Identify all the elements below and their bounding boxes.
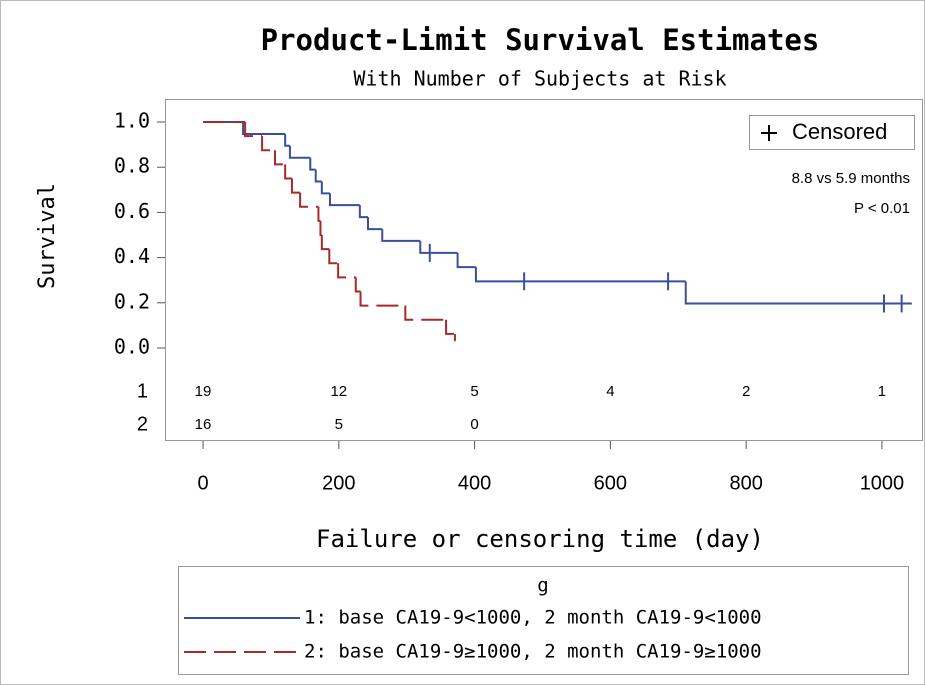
survival-step bbox=[261, 136, 275, 152]
chart-title: Product-Limit Survival Estimates bbox=[261, 23, 820, 57]
y-tick-label: 1.0 bbox=[114, 109, 150, 133]
at-risk-count: 0 bbox=[470, 416, 478, 433]
survival-step bbox=[284, 133, 290, 147]
survival-step bbox=[328, 193, 360, 207]
x-tick-label: 200 bbox=[322, 472, 355, 494]
y-tick-label: 0.2 bbox=[114, 289, 150, 313]
annotation: P < 0.01 bbox=[854, 200, 910, 217]
at-risk-count: 4 bbox=[606, 383, 614, 400]
survival-step bbox=[244, 122, 263, 138]
legend-label: 2: base CA19-9≥1000, 2 month CA19-9≥1000 bbox=[304, 641, 762, 663]
at-risk-count: 5 bbox=[470, 383, 478, 400]
survival-step bbox=[404, 305, 447, 321]
at-risk-count: 19 bbox=[195, 383, 212, 400]
survival-step bbox=[273, 150, 286, 166]
survival-step bbox=[314, 169, 322, 183]
survival-step bbox=[456, 252, 476, 269]
survival-step bbox=[358, 205, 368, 219]
censor-legend-label: Censored bbox=[792, 119, 887, 144]
y-tick-label: 0.8 bbox=[114, 154, 150, 178]
y-axis-label: Survival bbox=[35, 183, 60, 289]
legend-box bbox=[178, 566, 909, 675]
x-axis-label: Failure or censoring time (day) bbox=[316, 525, 764, 553]
survival-step bbox=[242, 122, 286, 135]
at-risk-count: 12 bbox=[330, 383, 347, 400]
annotation: 8.8 vs 5.9 months bbox=[792, 170, 910, 187]
at-risk-row-label: 2 bbox=[137, 413, 148, 435]
survival-step bbox=[474, 267, 686, 283]
x-tick-label: 800 bbox=[729, 472, 762, 494]
survival-step bbox=[320, 235, 330, 251]
y-tick-label: 0.6 bbox=[114, 199, 150, 223]
plot-frame bbox=[165, 99, 923, 441]
survival-step bbox=[320, 181, 330, 195]
survival-step bbox=[359, 291, 406, 307]
x-tick-label: 600 bbox=[594, 472, 627, 494]
survival-step bbox=[290, 178, 301, 194]
y-tick-label: 0.4 bbox=[114, 244, 150, 268]
x-tick-label: 0 bbox=[197, 472, 208, 494]
at-risk-count: 5 bbox=[335, 416, 343, 433]
survival-step bbox=[354, 277, 361, 293]
chart-subtitle: With Number of Subjects at Risk bbox=[353, 67, 726, 91]
survival-step bbox=[284, 164, 292, 180]
survival-step bbox=[445, 319, 455, 335]
survival-step bbox=[684, 281, 912, 305]
x-tick-label: 400 bbox=[458, 472, 491, 494]
survival-step bbox=[317, 206, 321, 222]
at-risk-row-label: 1 bbox=[137, 380, 148, 402]
survival-step bbox=[337, 263, 356, 279]
legend-title: g bbox=[537, 575, 548, 597]
at-risk-count: 16 bbox=[195, 416, 212, 433]
survival-step bbox=[328, 249, 339, 265]
survival-step bbox=[366, 217, 383, 231]
survival-step bbox=[419, 240, 458, 254]
survival-step bbox=[299, 192, 319, 208]
legend-label: 1: base CA19-9<1000, 2 month CA19-9<1000 bbox=[304, 607, 762, 629]
survival-step bbox=[381, 229, 421, 242]
survival-step bbox=[309, 157, 316, 171]
at-risk-count: 2 bbox=[742, 383, 750, 400]
survival-step bbox=[319, 220, 322, 236]
y-tick-label: 0.0 bbox=[114, 335, 150, 359]
x-tick-label: 1000 bbox=[860, 472, 905, 494]
survival-step bbox=[288, 145, 311, 159]
at-risk-count: 1 bbox=[878, 383, 886, 400]
